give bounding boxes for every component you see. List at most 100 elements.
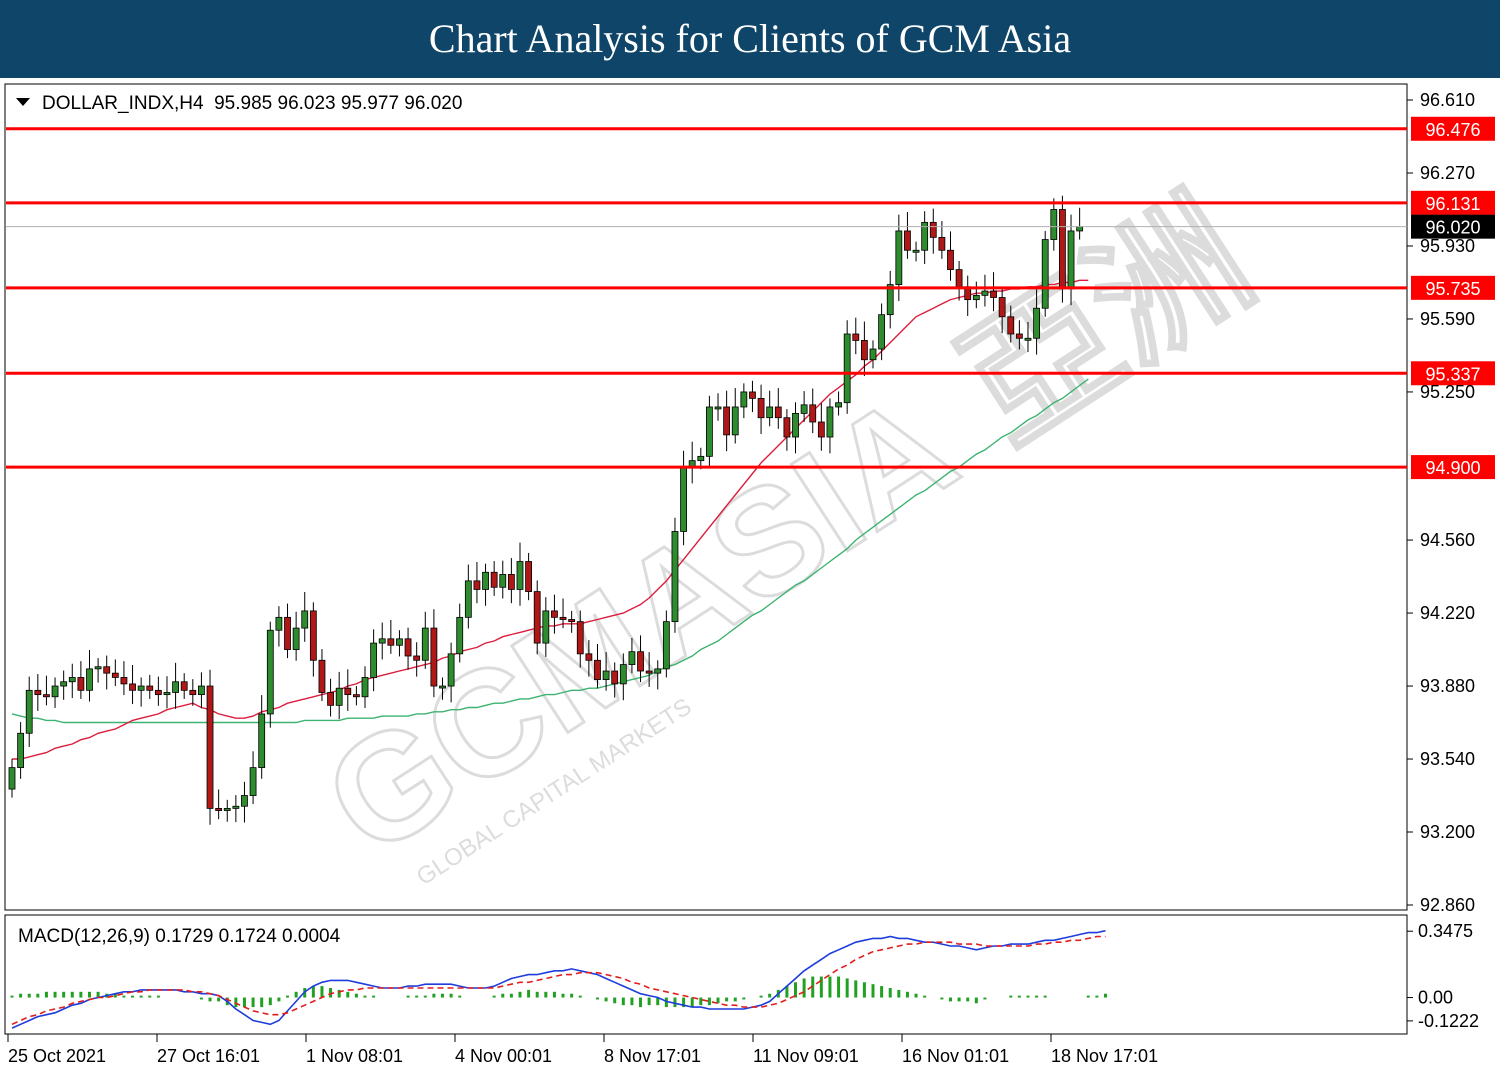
macd-panel xyxy=(4,914,1408,1035)
candle-bear xyxy=(749,391,756,399)
candle-bull xyxy=(163,692,171,696)
candle-bear xyxy=(929,221,937,238)
candle-bull xyxy=(51,685,59,698)
candle-bull xyxy=(60,681,68,687)
candle-bull xyxy=(447,653,455,687)
price-tick-label: 92.860 xyxy=(1420,895,1475,915)
candle-bear xyxy=(559,616,567,620)
time-tick-label: 25 Oct 2021 xyxy=(8,1046,106,1066)
candle-bear xyxy=(938,236,946,251)
price-tick-label: 93.540 xyxy=(1420,749,1475,769)
price-tick-label: 95.590 xyxy=(1420,309,1475,329)
candle-bull xyxy=(826,406,834,438)
price-tick-label: 94.220 xyxy=(1420,603,1475,623)
candle-bull xyxy=(223,808,231,811)
candle-bear xyxy=(120,677,128,685)
candle-bear xyxy=(568,619,576,623)
candle-bull xyxy=(232,805,240,809)
level-label-box xyxy=(1411,190,1495,215)
candle-bull xyxy=(1033,307,1040,339)
candle-bear xyxy=(413,655,421,661)
candle-bull xyxy=(301,610,309,629)
candle-bear xyxy=(111,672,119,678)
candle-bear xyxy=(146,685,154,691)
candle-bull xyxy=(1050,209,1058,240)
candle-bull xyxy=(378,638,386,644)
page-title: Chart Analysis for Clients of GCM Asia xyxy=(428,16,1072,61)
candle-bull xyxy=(654,668,662,674)
candle-bear xyxy=(206,685,214,809)
candle-bull xyxy=(671,531,679,623)
candle-bear xyxy=(327,692,334,706)
candle-bear xyxy=(904,230,911,251)
candle-bull xyxy=(912,249,920,253)
candle-bull xyxy=(198,685,205,696)
time-tick-label: 11 Nov 09:01 xyxy=(753,1046,859,1066)
price-tick-label: 96.610 xyxy=(1420,90,1475,110)
candle-bear xyxy=(352,694,360,698)
candle-bull xyxy=(740,391,748,408)
time-tick-label: 18 Nov 17:01 xyxy=(1051,1046,1158,1066)
candle-bear xyxy=(947,249,954,270)
candle-bull xyxy=(266,629,274,715)
candle-bull xyxy=(869,348,877,361)
time-tick-label: 27 Oct 16:01 xyxy=(157,1046,260,1066)
candle-bull xyxy=(972,294,980,301)
current-price-box xyxy=(1411,214,1495,239)
candle-bear xyxy=(860,340,868,361)
ma-slow-line xyxy=(11,378,1089,724)
axis-layer: 96.476 96.131 95.735 95.337 94.900 96.020 96.6… xyxy=(7,90,1495,1066)
candle-bull xyxy=(878,314,886,350)
candle-bull xyxy=(25,689,33,734)
candle-bull xyxy=(172,681,179,693)
level-label: 94.900 xyxy=(1425,458,1480,478)
candle-bull xyxy=(602,670,610,680)
time-tick-label: 4 Nov 00:01 xyxy=(455,1046,552,1066)
candle-bull xyxy=(731,406,739,436)
candle-bull xyxy=(516,561,524,590)
level-label: 96.476 xyxy=(1425,120,1480,140)
candle-bear xyxy=(77,677,85,691)
level-label-box xyxy=(1411,455,1495,480)
price-tick-label: 95.930 xyxy=(1420,236,1475,256)
candle-bear xyxy=(180,681,188,691)
candle-bull xyxy=(275,616,283,631)
candle-bear xyxy=(1015,333,1023,339)
candle-bear xyxy=(594,659,601,681)
candle-bull xyxy=(895,230,903,286)
candle-bear xyxy=(998,297,1006,318)
level-label-box xyxy=(1411,361,1495,386)
candle-bear xyxy=(490,571,498,588)
candle-bull xyxy=(396,638,403,646)
candle-bear xyxy=(43,694,50,698)
candle-bear xyxy=(404,638,412,657)
candle-bull xyxy=(335,687,343,706)
candle-bull xyxy=(628,651,636,665)
price-tick-label: 95.250 xyxy=(1420,382,1475,402)
candle-bull xyxy=(1041,239,1049,309)
candle-bull xyxy=(456,616,464,655)
ma-fast-line xyxy=(12,279,1089,760)
candle-bull xyxy=(1024,337,1032,341)
candle-bull xyxy=(835,402,842,408)
time-tick-label: 16 Nov 01:01 xyxy=(902,1046,1009,1066)
symbol-dropdown-icon[interactable] xyxy=(16,98,30,106)
candle-bull xyxy=(981,290,989,296)
candle-bear xyxy=(576,621,584,655)
price-tick-label: 94.560 xyxy=(1420,530,1475,550)
candle-bear xyxy=(809,404,817,423)
candle-bull xyxy=(886,284,894,316)
candle-bull xyxy=(542,610,550,644)
macd-label: MACD(12,26,9) 0.1729 0.1724 0.0004 xyxy=(18,926,341,947)
macd-signal-line xyxy=(11,935,1106,1026)
candle-bull xyxy=(921,221,929,251)
candle-bear xyxy=(1059,209,1066,290)
candle-bear xyxy=(757,397,765,419)
candle-bull xyxy=(361,677,369,698)
macd-tick-label: 0.00 xyxy=(1418,988,1453,1008)
candle-bull xyxy=(662,621,670,670)
macd-layer xyxy=(10,929,1107,1029)
candle-bear xyxy=(852,333,860,341)
level-label-box xyxy=(1411,275,1495,300)
